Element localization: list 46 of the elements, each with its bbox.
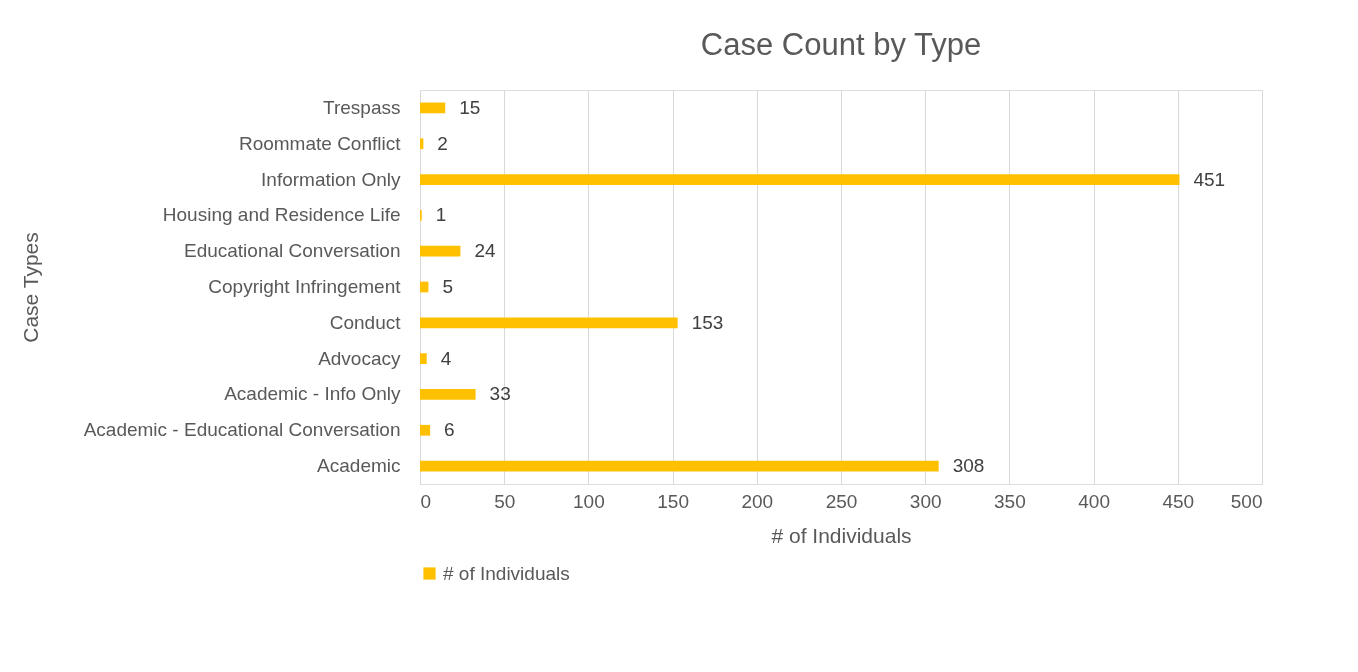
x-tick-label: 450 [1162,490,1195,512]
x-tick-label: 300 [909,490,942,512]
y-tick-label: Advocacy [318,347,401,369]
bar [420,389,476,400]
data-label: 1 [435,204,447,226]
y-tick-label: Trespass [323,96,401,118]
legend-label: # of Individuals [443,562,570,584]
y-tick-label: Academic - Info Only [224,383,401,405]
bar [420,424,431,436]
bar [420,102,446,114]
data-label: 451 [1193,168,1226,190]
y-tick-label: Copyright Infringement [208,276,402,297]
data-label: 308 [952,455,985,477]
y-tick-label: Information Only [261,168,401,190]
bar [420,174,1180,185]
data-label: 5 [442,276,453,297]
bar [420,317,678,329]
x-tick-label: 250 [825,490,858,512]
y-tick-label: Housing and Residence Life [162,204,401,226]
chart-title: Case Count by Type [700,27,982,62]
x-axis-title: # of Individuals [771,523,912,547]
y-tick-label: Educational Conversation [183,240,401,262]
y-tick-label: Academic - Educational Conversation [83,419,401,441]
bar [420,245,461,257]
bar [420,353,427,365]
y-axis-title: Case Types [18,232,42,343]
data-label: 15 [459,96,481,118]
x-tick-label: 400 [1078,490,1110,512]
y-tick-label: Academic [317,455,401,477]
x-tick-label: 500 [1230,490,1263,512]
x-tick-label: 200 [741,490,774,512]
x-tick-label: 50 [494,490,516,512]
data-label: 153 [691,311,724,333]
bar [420,460,939,472]
data-label: 2 [437,132,448,154]
y-tick-label: Roommate Conflict [238,132,402,154]
x-tick-label: 0 [420,490,432,512]
y-tick-label: Conduct [329,311,402,333]
x-tick-label: 350 [994,490,1026,512]
x-tick-label: 150 [657,490,689,512]
data-label: 4 [440,347,452,369]
data-label: 6 [444,419,455,441]
data-label: 24 [474,240,496,262]
data-label: 33 [489,383,511,405]
x-tick-label: 100 [573,490,605,512]
bar [420,138,424,150]
